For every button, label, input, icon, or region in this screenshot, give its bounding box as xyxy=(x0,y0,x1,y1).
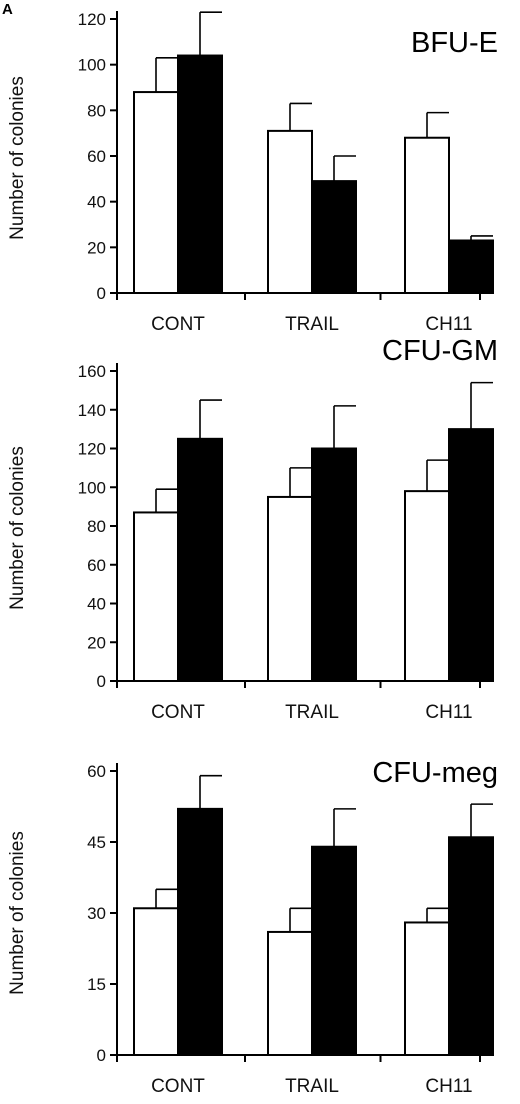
chart-1-bar xyxy=(177,54,223,294)
chart-1-y-tick-label: 80 xyxy=(87,101,106,120)
chart-1-y-tick-label: 40 xyxy=(87,193,106,212)
chart-2-y-tick-label: 120 xyxy=(78,440,106,459)
chart-3-category-label: CONT xyxy=(151,1076,205,1097)
chart-3-y-axis-label: Number of colonies xyxy=(7,831,28,995)
chart-3-bar xyxy=(177,807,223,1056)
chart-3-y-tick-label: 60 xyxy=(87,762,106,781)
chart-1-title: BFU-E xyxy=(411,27,498,59)
chart-2-bar xyxy=(267,495,313,682)
chart-2-bar xyxy=(311,447,357,682)
chart-2-category-label: TRAIL xyxy=(285,702,339,723)
chart-2-bar xyxy=(177,437,223,682)
chart-1-category-label: CONT xyxy=(151,314,205,335)
chart-2-bar xyxy=(448,428,494,682)
chart-3-category-label: CH11 xyxy=(425,1076,472,1097)
chart-2-y-axis-label: Number of colonies xyxy=(7,446,28,610)
chart-1-bar xyxy=(267,129,313,294)
chart-2-title: CFU-GM xyxy=(382,335,498,367)
chart-3-y-tick-label: 0 xyxy=(97,1046,106,1065)
chart-1-y-tick-label: 100 xyxy=(78,56,106,75)
chart-3-title: CFU-meg xyxy=(372,757,498,789)
chart-1-y-tick-label: 60 xyxy=(87,147,106,166)
chart-2-y-tick-label: 80 xyxy=(87,517,106,536)
chart-1-bar xyxy=(448,239,494,295)
chart-3-bar xyxy=(404,921,450,1057)
chart-2-y-tick-label: 20 xyxy=(87,633,106,652)
chart-2-y-tick-label: 40 xyxy=(87,595,106,614)
chart-3-category-label: TRAIL xyxy=(285,1076,339,1097)
chart-2-y-tick-label: 140 xyxy=(78,401,106,420)
chart-2-y-tick-label: 60 xyxy=(87,556,106,575)
chart-2-y-tick-label: 100 xyxy=(78,478,106,497)
chart-3-y-tick-label: 30 xyxy=(87,904,106,923)
chart-2-category-label: CH11 xyxy=(425,702,472,723)
chart-1-category-label: TRAIL xyxy=(285,314,339,335)
chart-1-bar xyxy=(133,91,179,294)
chart-2-bar xyxy=(404,490,450,682)
chart-2-category-label: CONT xyxy=(151,702,205,723)
chart-2-bar xyxy=(133,511,179,682)
chart-2-y-tick-label: 160 xyxy=(78,362,106,381)
chart-1-y-tick-label: 0 xyxy=(97,284,106,303)
chart-1-y-axis-label: Number of colonies xyxy=(7,76,28,240)
chart-3-bar xyxy=(133,907,179,1056)
chart-1-bar xyxy=(311,180,357,294)
chart-3-bar xyxy=(311,845,357,1056)
chart-3-y-tick-label: 45 xyxy=(87,833,106,852)
chart-3-y-tick-label: 15 xyxy=(87,975,106,994)
chart-1-y-tick-label: 120 xyxy=(78,10,106,29)
chart-2-y-tick-label: 0 xyxy=(97,672,106,691)
chart-1-bar xyxy=(404,136,450,294)
chart-3-bar xyxy=(448,836,494,1056)
chart-1-y-tick-label: 20 xyxy=(87,238,106,257)
chart-3-bar xyxy=(267,930,313,1057)
panel-letter: A xyxy=(2,1,13,18)
chart-1-category-label: CH11 xyxy=(425,314,472,335)
